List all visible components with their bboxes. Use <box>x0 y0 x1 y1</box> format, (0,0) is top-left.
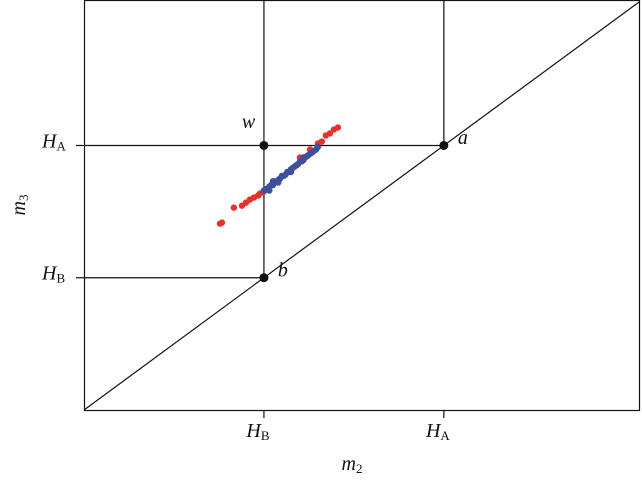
tick-label-sub: B <box>261 428 270 443</box>
tick-label-main: H <box>41 262 58 284</box>
scatter-point <box>326 130 334 137</box>
x-tick-label: HB <box>245 420 269 443</box>
scatter-point <box>318 138 326 145</box>
tick-label-sub: A <box>440 428 450 443</box>
scatter-point <box>269 177 277 185</box>
scatter-point <box>334 124 342 131</box>
scatter-point <box>275 179 282 186</box>
y-axis-label: m3 <box>8 195 31 216</box>
diagonal-line <box>83 0 641 411</box>
scatter-point <box>314 143 322 151</box>
scatter-point <box>266 187 273 194</box>
y-tick-label: HA <box>41 130 66 153</box>
scatter-point <box>287 168 295 176</box>
scatter-point <box>300 154 307 161</box>
tick-label-sub: B <box>56 271 65 286</box>
plot-frame <box>83 0 641 412</box>
point-label: w <box>242 111 256 133</box>
point-label: a <box>458 127 468 149</box>
tick-label-main: H <box>245 420 262 442</box>
point-marker <box>439 140 449 150</box>
y-tick-label: HB <box>41 262 65 285</box>
tick-label-sub: A <box>56 138 66 153</box>
point-marker <box>259 273 269 283</box>
x-axis-label: m2 <box>342 453 363 476</box>
tick-label-main: H <box>425 420 442 442</box>
point-marker <box>259 140 269 150</box>
scatter-point <box>230 204 238 211</box>
tick-label-main: H <box>41 130 58 152</box>
scatter-point <box>218 219 226 226</box>
x-tick-label: HA <box>425 420 450 443</box>
point-label: b <box>278 259 288 281</box>
